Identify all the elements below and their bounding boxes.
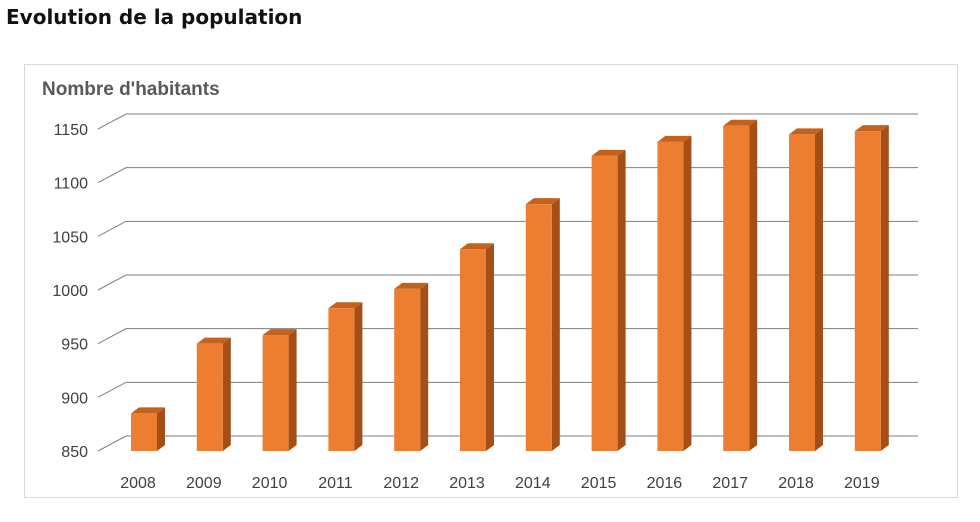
bar-front <box>328 308 355 451</box>
x-tick-label: 2014 <box>515 475 551 492</box>
bar <box>131 407 165 451</box>
gridline <box>97 113 918 130</box>
bar-top <box>196 337 231 344</box>
bar <box>460 243 494 451</box>
x-tick-label: 2012 <box>383 475 419 492</box>
bar <box>196 337 231 451</box>
bar-top <box>131 407 165 414</box>
bar <box>525 198 560 451</box>
bar <box>789 128 823 451</box>
bar-side <box>617 149 626 452</box>
x-tick-label: 2019 <box>844 475 880 492</box>
y-axis-ticks: 850 900 950 1000 1050 1100 1150 <box>52 122 88 461</box>
bar-front <box>262 335 289 451</box>
y-tick-label: 850 <box>61 444 88 461</box>
y-tick-label: 1050 <box>52 229 88 246</box>
bar-top <box>328 302 363 309</box>
x-tick-label: 2017 <box>712 475 748 492</box>
gridline <box>97 328 918 345</box>
bar-side <box>683 135 692 451</box>
gridlines <box>97 113 918 452</box>
gridline <box>97 435 918 452</box>
bar-front <box>591 155 618 452</box>
x-axis-ticks: 2008 2009 2010 2011 2012 2013 2014 2015 2016 2017… <box>120 475 879 492</box>
bar-side <box>157 407 165 451</box>
bar-top <box>394 282 429 289</box>
chart-title: Nombre d'habitants <box>42 79 220 100</box>
y-tick-label: 1100 <box>54 176 89 193</box>
bar-side <box>354 302 363 451</box>
x-tick-label: 2009 <box>186 475 222 492</box>
bar-side <box>288 329 297 451</box>
bar-top <box>723 119 758 126</box>
bar-side <box>815 128 823 451</box>
bar-top <box>657 135 692 142</box>
y-tick-label: 900 <box>61 390 88 407</box>
bar-side <box>420 282 429 451</box>
bar-side <box>551 198 560 451</box>
x-tick-label: 2016 <box>647 475 683 492</box>
bar-top <box>854 125 889 132</box>
bar-front <box>657 141 684 451</box>
y-tick-label: 1000 <box>52 283 88 300</box>
bar-front <box>854 131 881 451</box>
bar-front <box>460 249 486 451</box>
bar-top <box>262 329 297 336</box>
bar-front <box>131 413 157 451</box>
gridline <box>97 274 918 291</box>
bar-side <box>222 337 231 451</box>
bar-front <box>196 343 223 451</box>
y-tick-label: 1150 <box>54 122 89 139</box>
x-tick-label: 2018 <box>778 475 814 492</box>
bars <box>131 119 889 452</box>
x-tick-label: 2011 <box>318 475 353 492</box>
gridline <box>97 381 918 398</box>
x-tick-label: 2015 <box>581 475 617 492</box>
bar-side <box>880 125 889 451</box>
bar-front <box>789 134 815 451</box>
gridline <box>97 167 918 184</box>
bar <box>328 302 363 451</box>
bar-front <box>394 288 421 451</box>
gridline <box>97 220 918 237</box>
bar <box>394 282 429 451</box>
bar-side <box>486 243 494 451</box>
bar-top <box>591 149 626 156</box>
x-tick-label: 2013 <box>449 475 485 492</box>
bar <box>591 149 626 452</box>
bar <box>723 119 758 451</box>
bar-top <box>525 198 560 205</box>
bar-front <box>525 204 552 451</box>
x-tick-label: 2010 <box>252 475 288 492</box>
bar-side <box>749 119 758 451</box>
bar-front <box>723 125 750 451</box>
bar-top <box>789 128 823 135</box>
bar-top <box>460 243 494 250</box>
bar <box>657 135 692 451</box>
bar <box>262 329 297 451</box>
x-tick-label: 2008 <box>120 475 156 492</box>
bar <box>854 125 889 451</box>
y-tick-label: 950 <box>61 337 88 354</box>
page-title: Evolution de la population <box>6 5 303 29</box>
